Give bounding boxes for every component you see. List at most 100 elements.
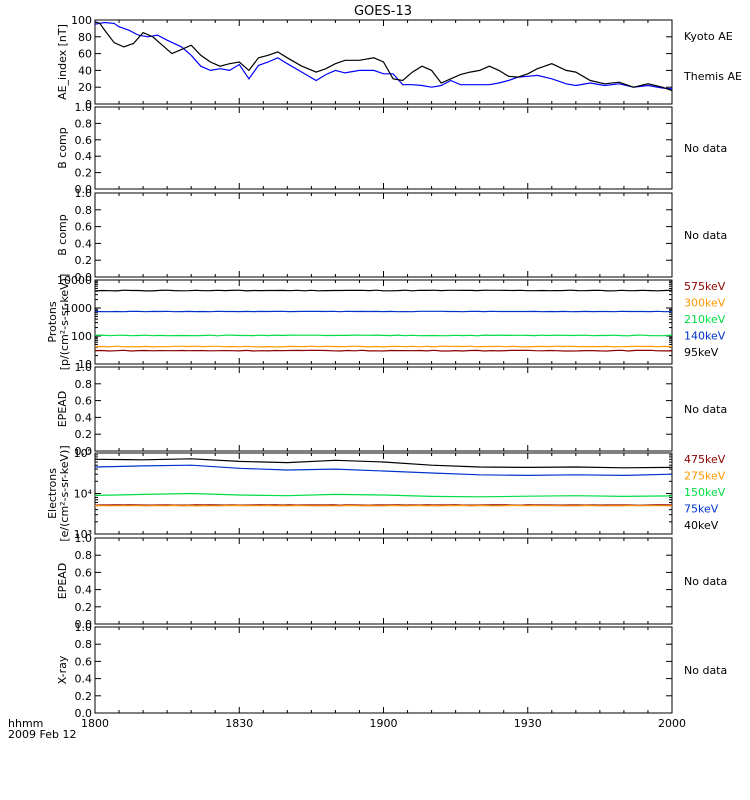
y-tick-label: 0.8 [75,378,93,391]
y-tick-label: 0.6 [75,655,93,668]
y-tick-label: 1.0 [75,532,93,545]
y-tick-label: 100 [71,330,92,343]
panel-frame [94,537,673,625]
y-tick-label: 10⁵ [74,447,92,460]
y-tick-label: 10³ [74,528,92,541]
series-line-210kev [94,334,673,337]
series-line-95kev [94,289,673,292]
panel-frame [94,106,673,190]
y-tick-label: 0.0 [75,271,93,284]
y-tick-label: 0.0 [75,183,93,196]
y-tick-label: 0.4 [75,584,93,597]
y-tick-label: 40 [78,64,92,77]
y-tick-label: 1.0 [75,621,93,634]
x-tick-label: 2000 [658,717,686,730]
y-tick-label: 0.8 [75,549,93,562]
y-axis-units: [p/(cm²-s-sr-keV)] [58,274,71,371]
no-data-label: No data [684,142,727,155]
footer-label-hhmm: hhmm [8,717,43,730]
y-axis-label: B comp [56,214,69,256]
y-tick-label: 10 [78,358,92,371]
y-axis-label: Electrons [46,468,59,519]
y-tick-label: 0 [85,98,92,111]
y-tick-label: 0.6 [75,221,93,234]
series-line-40kev [94,458,673,469]
y-axis-label: Protons [46,301,59,342]
panel-b1: 0.0 0.2 0.4 0.6 0.8 1.0 B comp No data [56,101,727,196]
y-tick-label: 0.0 [75,445,93,458]
legend-entry: 150keV [684,486,726,499]
y-tick-label: 0.4 [75,673,93,686]
legend-entry: 40keV [684,519,719,532]
legend-entry: 575keV [684,280,726,293]
y-axis-label: EPEAD [56,391,69,428]
y-tick-label: 0.0 [75,707,93,720]
y-tick-label: 20 [78,81,92,94]
y-tick-label: 0.8 [75,204,93,217]
no-data-label: No data [684,403,727,416]
panel-epead1: 0.0 0.2 0.4 0.6 0.8 1.0 EPEAD No data [56,361,727,458]
y-tick-label: 0.8 [75,638,93,651]
y-tick-label: 1.0 [75,361,93,374]
y-tick-label: 0.6 [75,395,93,408]
panel-epead2: 0.0 0.2 0.4 0.6 0.8 1.0 EPEAD No data [56,532,727,631]
y-tick-label: 0.8 [75,117,93,130]
legend-entry: 210keV [684,313,726,326]
series-line-75kev [94,464,673,477]
y-axis-label: AE_index [nT] [56,24,69,100]
legend-entry: 95keV [684,346,719,359]
y-tick-label: 0.4 [75,237,93,250]
plot-title: GOES-13 [354,4,412,19]
no-data-label: No data [684,575,727,588]
panel-frame [94,366,673,452]
y-tick-label: 0.6 [75,566,93,579]
x-tick-label: 1930 [514,717,542,730]
footer-label-date: 2009 Feb 12 [8,728,76,741]
no-data-label: No data [684,229,727,242]
y-tick-label: 0.2 [75,167,93,180]
legend-entry: 275keV [684,470,726,483]
y-tick-label: 1.0 [75,187,93,200]
panel-protons: 10 100 1000 10000 Protons [p/(cm²-s-sr-keV)] 5… [46,274,726,371]
series-line-themis-ae [94,21,673,92]
y-tick-label: 0.4 [75,150,93,163]
panel-frame [94,626,673,714]
series-line-150kev [94,492,673,498]
y-tick-label: 0.2 [75,601,93,614]
y-tick-label: 0.4 [75,411,93,424]
y-axis-label: B comp [56,127,69,169]
y-tick-label: 1.0 [75,101,93,114]
y-tick-label: 0.2 [75,690,93,703]
y-axis-label: X-ray [56,655,69,684]
legend-entry: 140keV [684,330,726,343]
y-tick-label: 1000 [64,302,92,315]
x-tick-label: 1830 [225,717,253,730]
y-tick-label: 100 [71,14,92,27]
legend-entry: Themis AE [683,70,742,83]
legend-entry: 475keV [684,453,726,466]
y-tick-label: 60 [78,48,92,61]
y-tick-label: 0.0 [75,618,93,631]
series-line-kyoto-ae [94,21,673,90]
series-line-575kev [94,349,672,352]
panel-xray: 0.0 0.2 0.4 0.6 0.8 1.0 X-ray No data [56,621,727,720]
panel-electrons: 10³ 10⁴ 10⁵ Electrons [e/(cm²-s-sr-keV)] 475k… [46,445,726,541]
y-tick-label: 0.6 [75,134,93,147]
x-tick-label: 1800 [81,717,109,730]
y-axis-units: [e/(cm²-s-sr-keV)] [58,445,71,541]
y-tick-label: 0.2 [75,428,93,441]
panel-b2: 0.0 0.2 0.4 0.6 0.8 1.0 B comp No data [56,187,727,284]
y-tick-label: 10000 [57,274,92,287]
y-tick-label: 80 [78,31,92,44]
y-tick-label: 10⁴ [74,488,93,501]
no-data-label: No data [684,664,727,677]
y-tick-label: 0.2 [75,254,93,267]
x-tick-label: 1900 [370,717,398,730]
y-axis-label: EPEAD [56,563,69,600]
legend-entry: Kyoto AE [684,30,733,43]
legend-entry: 300keV [684,297,726,310]
panel-frame [94,192,673,278]
